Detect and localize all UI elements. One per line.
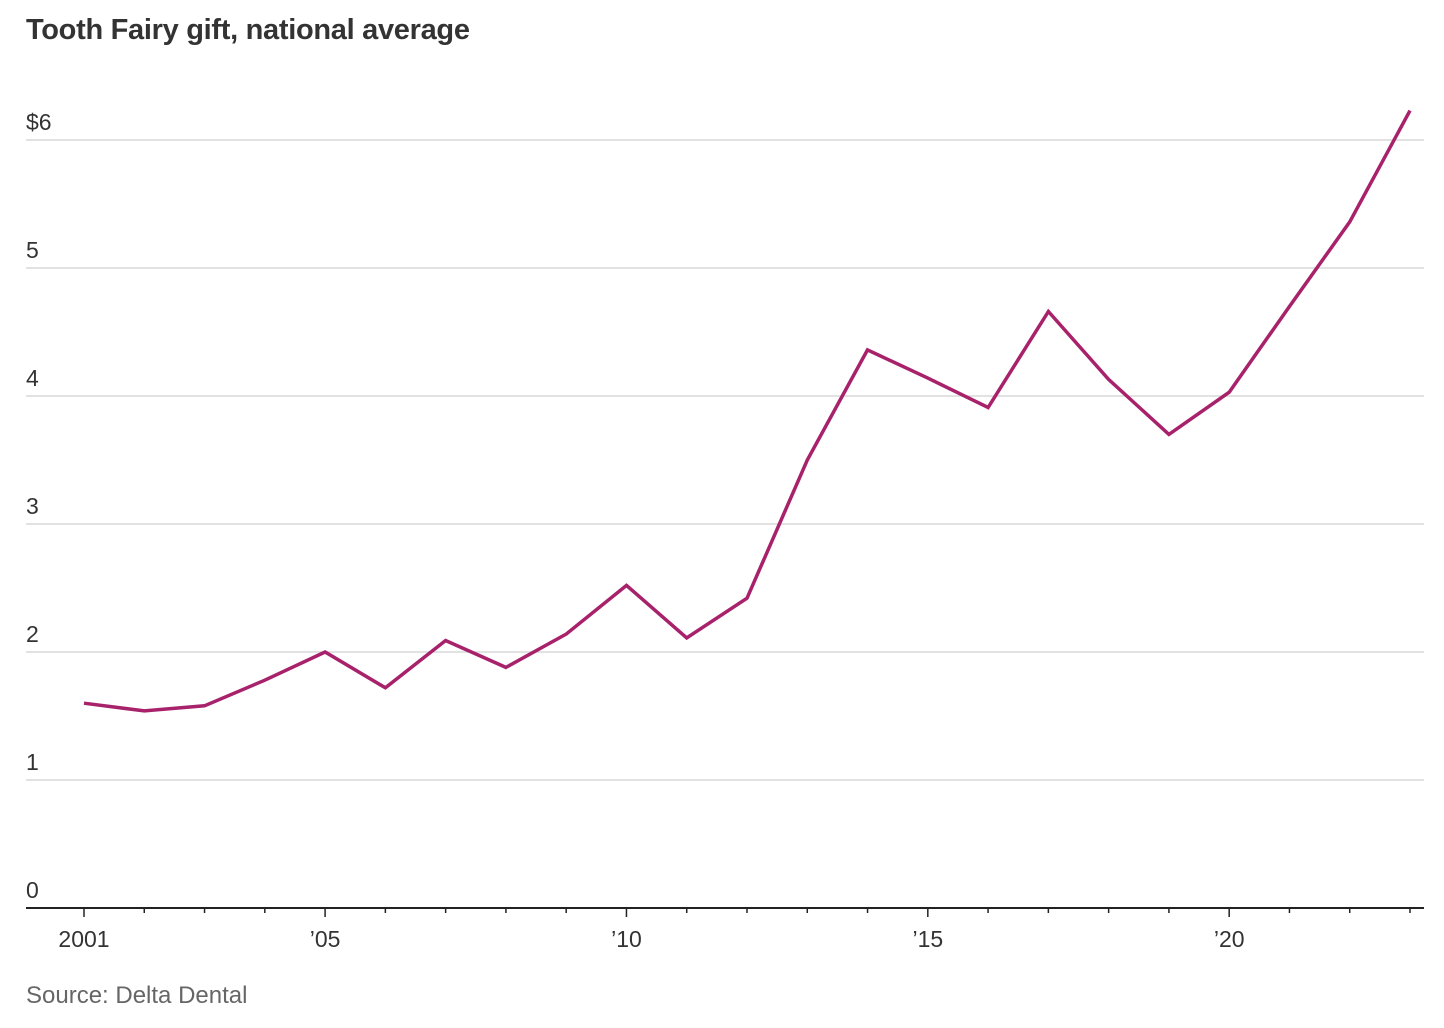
- y-tick-label-6: $6: [26, 109, 52, 135]
- y-tick-label-4: 4: [26, 365, 39, 391]
- x-tick-label-2020: ’20: [1214, 926, 1245, 952]
- source-note: Source: Delta Dental: [26, 982, 248, 1009]
- series-lines: [83, 109, 1412, 713]
- x-tick-label-2001: 2001: [58, 926, 109, 952]
- y-tick-label-5: 5: [26, 237, 39, 263]
- series-line-0: [83, 109, 1412, 713]
- y-tick-label-1: 1: [26, 749, 39, 775]
- x-tick-label-2005: ’05: [310, 926, 341, 952]
- y-tick-label-2: 2: [26, 621, 39, 647]
- gridlines: [26, 139, 1424, 781]
- x-axis-labels: 2001 ’05 ’10 ’15 ’20: [58, 926, 1244, 952]
- x-tick-label-2010: ’10: [611, 926, 642, 952]
- y-tick-label-3: 3: [26, 493, 39, 519]
- x-axis: [26, 907, 1424, 917]
- y-axis-labels: 0 1 2 3 4 5 $6: [26, 109, 52, 903]
- y-tick-label-0: 0: [26, 877, 39, 903]
- x-tick-label-2015: ’15: [912, 926, 943, 952]
- chart-title: Tooth Fairy gift, national average: [26, 14, 470, 46]
